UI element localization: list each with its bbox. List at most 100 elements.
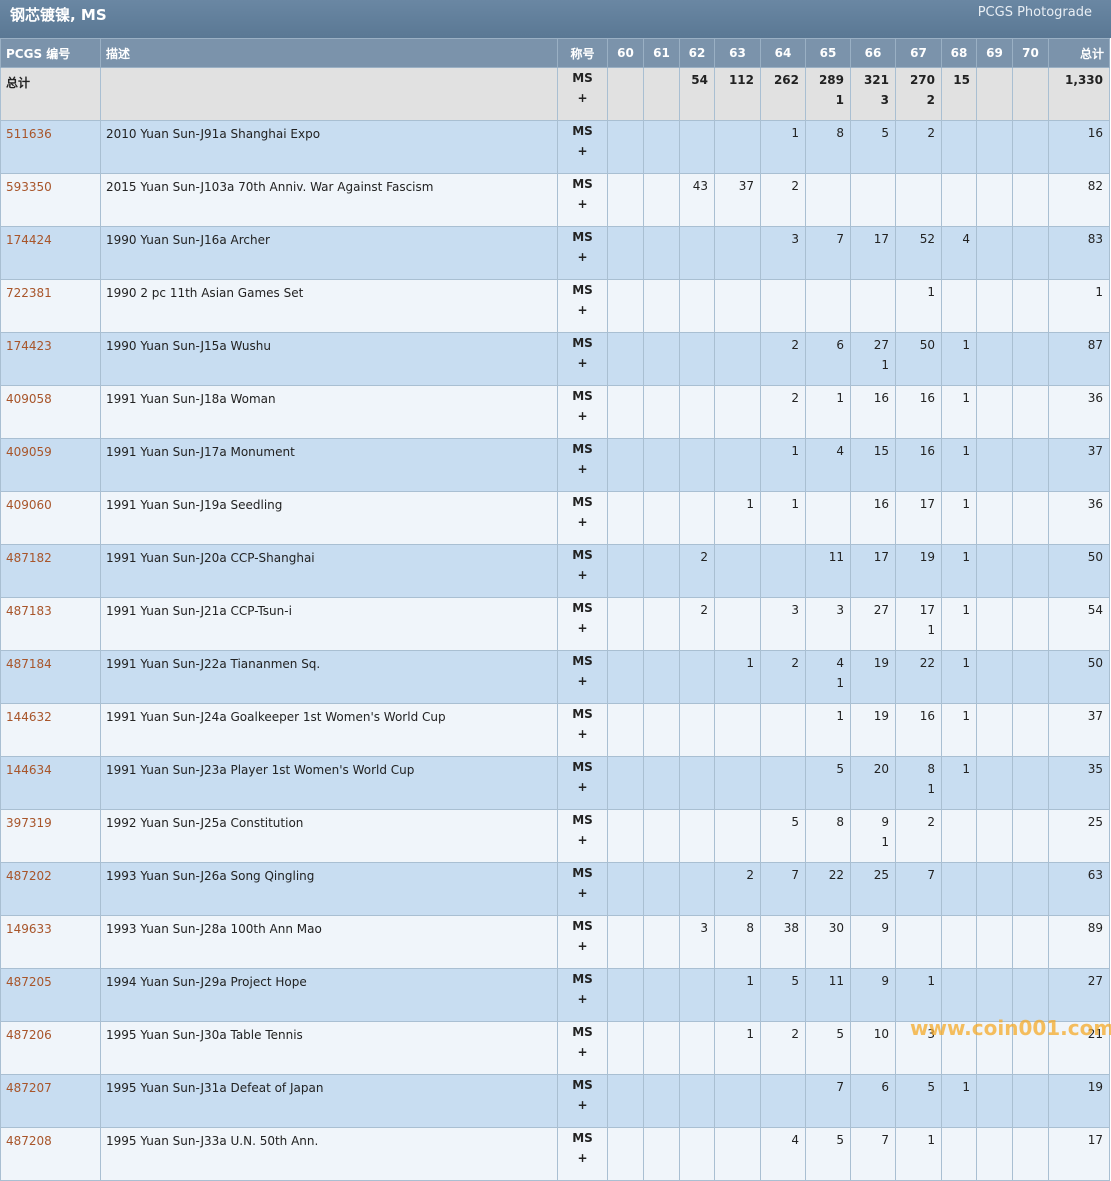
coin-id-link[interactable]: 487205 xyxy=(6,975,52,989)
grade-count: 50 xyxy=(919,338,935,352)
spacer xyxy=(978,388,1007,408)
grade-count: 1 xyxy=(962,656,970,670)
id-cell: 511636 xyxy=(0,120,101,174)
spacer xyxy=(978,865,1007,885)
grade-count: 20 xyxy=(873,762,889,776)
grade-count: 25 xyxy=(873,868,889,882)
coin-id-link[interactable]: 397319 xyxy=(6,816,52,830)
spacer xyxy=(943,971,971,991)
grade-cell: 3 xyxy=(805,597,851,651)
grade-cell xyxy=(607,67,644,121)
grade-count: 27 xyxy=(873,603,889,617)
grade-count: 1 xyxy=(927,1133,935,1147)
coin-id-link[interactable]: 149633 xyxy=(6,922,52,936)
coin-id-link[interactable]: 487206 xyxy=(6,1028,52,1042)
designation-cell: MS + xyxy=(557,1127,608,1181)
grade-cell: 2 xyxy=(895,809,942,863)
coin-id-link[interactable]: 487208 xyxy=(6,1134,52,1148)
grade-cell xyxy=(679,279,715,333)
spacer xyxy=(609,1130,638,1150)
description: 1993 Yuan Sun-J28a 100th Ann Mao xyxy=(106,922,322,936)
grade-cell xyxy=(976,862,1013,916)
coin-id-link[interactable]: 174424 xyxy=(6,233,52,247)
coin-id-link[interactable]: 722381 xyxy=(6,286,52,300)
grade-count: 289 xyxy=(818,73,844,87)
coin-id-link[interactable]: 409058 xyxy=(6,392,52,406)
desc-cell: 1995 Yuan Sun-J31a Defeat of Japan xyxy=(100,1074,558,1128)
coin-id-link[interactable]: 487202 xyxy=(6,869,52,883)
grade-cell xyxy=(643,173,680,227)
grade-cell: 262 xyxy=(760,67,806,121)
grade-cell xyxy=(976,809,1013,863)
spacer xyxy=(609,918,638,938)
grade-cell xyxy=(1012,67,1049,121)
description: 1991 Yuan Sun-J19a Seedling xyxy=(106,498,283,512)
grade-cell xyxy=(1012,968,1049,1022)
id-cell: 409058 xyxy=(0,385,101,439)
desc-cell: 1991 Yuan Sun-J21a CCP-Tsun-i xyxy=(100,597,558,651)
spacer xyxy=(1014,971,1043,991)
grade-cell xyxy=(607,120,644,174)
grade-cell xyxy=(976,120,1013,174)
coin-id-link[interactable]: 174423 xyxy=(6,339,52,353)
column-header: 描述 xyxy=(100,38,558,68)
column-header: 61 xyxy=(643,38,680,68)
spacer xyxy=(645,1130,674,1150)
coin-id-link[interactable]: 144634 xyxy=(6,763,52,777)
spacer xyxy=(852,176,890,196)
coin-id-link[interactable]: 487183 xyxy=(6,604,52,618)
spacer xyxy=(1014,1130,1043,1150)
coin-id-link[interactable]: 487184 xyxy=(6,657,52,671)
spacer xyxy=(645,547,674,567)
spacer xyxy=(609,547,638,567)
spacer xyxy=(645,1024,674,1044)
grade-count: 38 xyxy=(783,921,799,935)
spacer xyxy=(609,176,638,196)
description: 1995 Yuan Sun-J33a U.N. 50th Ann. xyxy=(106,1134,319,1148)
coin-id-link[interactable]: 511636 xyxy=(6,127,52,141)
id-cell: 722381 xyxy=(0,279,101,333)
description: 1993 Yuan Sun-J26a Song Qingling xyxy=(106,869,315,883)
coin-id-link[interactable]: 593350 xyxy=(6,180,52,194)
grade-cell: 2 xyxy=(760,385,806,439)
plus-sign: + xyxy=(577,144,588,158)
coin-id-link[interactable]: 409059 xyxy=(6,445,52,459)
coin-row: 409058 1991 Yuan Sun-J18a Woman MS +2 1 16 16 1… xyxy=(0,385,1110,439)
grade-count: 15 xyxy=(953,73,970,87)
spacer xyxy=(681,494,709,514)
grade-count: 16 xyxy=(873,391,889,405)
spacer xyxy=(645,229,674,249)
grade-cell xyxy=(643,915,680,969)
designation-cell: MS + xyxy=(557,650,608,704)
id-cell: 397319 xyxy=(0,809,101,863)
spacer xyxy=(1014,865,1043,885)
photograde-link[interactable]: PCGS Photograde xyxy=(977,5,1092,20)
spacer xyxy=(978,600,1007,620)
id-cell: 593350 xyxy=(0,173,101,227)
total-cell: 83 xyxy=(1048,226,1110,280)
total-cell: 50 xyxy=(1048,544,1110,598)
coin-id-link[interactable]: 487207 xyxy=(6,1081,52,1095)
grade-cell: 15 xyxy=(850,438,896,492)
total-cell: 63 xyxy=(1048,862,1110,916)
coin-id-link[interactable]: 487182 xyxy=(6,551,52,565)
plus-sign: + xyxy=(577,833,588,847)
row-total: 25 xyxy=(1087,815,1103,829)
grade-cell xyxy=(714,809,761,863)
spacer xyxy=(609,494,638,514)
spacer xyxy=(645,971,674,991)
grade-cell xyxy=(607,915,644,969)
spacer xyxy=(1014,653,1043,673)
id-cell: 总计 xyxy=(0,67,101,121)
coin-id-link[interactable]: 409060 xyxy=(6,498,52,512)
id-cell: 144632 xyxy=(0,703,101,757)
grade-cell xyxy=(1012,703,1049,757)
spacer xyxy=(943,918,971,938)
spacer xyxy=(645,1077,674,1097)
spacer xyxy=(1014,388,1043,408)
total-cell: 35 xyxy=(1048,756,1110,810)
total-cell: 36 xyxy=(1048,491,1110,545)
coin-id-link[interactable]: 144632 xyxy=(6,710,52,724)
coin-row: 409060 1991 Yuan Sun-J19a Seedling MS +1 1 16… xyxy=(0,491,1110,545)
desc-cell: 1993 Yuan Sun-J28a 100th Ann Mao xyxy=(100,915,558,969)
